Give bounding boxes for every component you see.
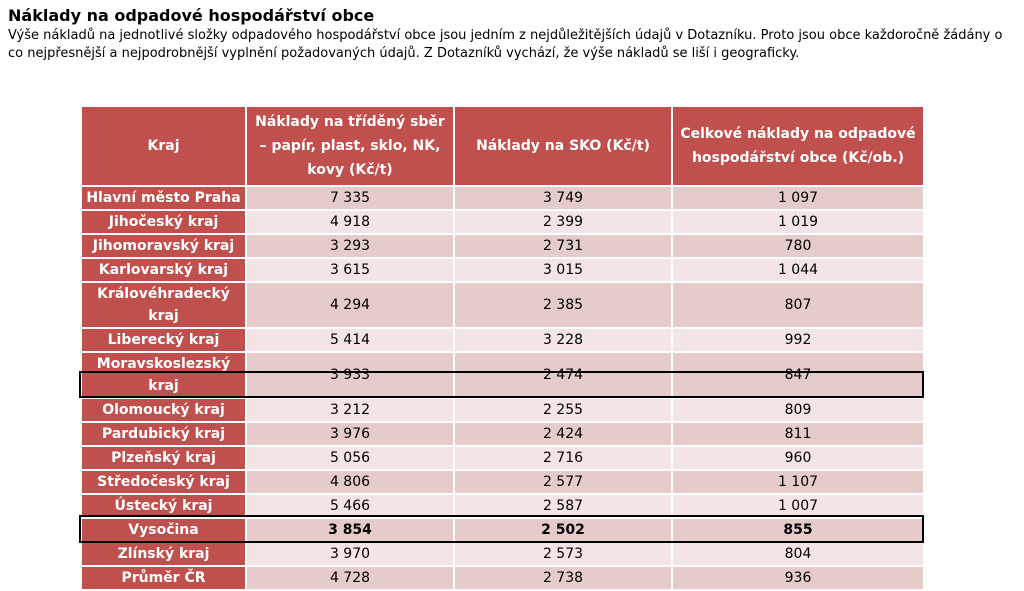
cell-trideny-sber: 5 414 — [247, 329, 453, 351]
cell-trideny-sber: 4 728 — [247, 567, 453, 589]
cell-sko: 2 738 — [455, 567, 671, 589]
cell-sko: 2 577 — [455, 471, 671, 493]
table-row-karlovarsky: Karlovarský kraj 3 615 3 015 1 044 — [82, 259, 923, 281]
cell-trideny-sber: 4 918 — [247, 211, 453, 233]
cell-celkove-naklady: 1 107 — [673, 471, 923, 493]
cell-celkove-naklady: 809 — [673, 399, 923, 421]
row-label: Jihočeský kraj — [82, 211, 245, 233]
cell-sko: 2 731 — [455, 235, 671, 257]
row-label: Moravskoslezský kraj — [82, 353, 245, 397]
table-row-zlinsky: Zlínský kraj 3 970 2 573 804 — [82, 543, 923, 565]
row-label: Karlovarský kraj — [82, 259, 245, 281]
table-row-stredocesky: Středočeský kraj 4 806 2 577 1 107 — [82, 471, 923, 493]
row-label: Královéhradecký kraj — [82, 283, 245, 327]
column-header-kraj: Kraj — [82, 107, 245, 185]
row-label: Pardubický kraj — [82, 423, 245, 445]
cell-trideny-sber: 3 933 — [247, 353, 453, 397]
table-row-plzensky: Plzeňský kraj 5 056 2 716 960 — [82, 447, 923, 469]
cell-trideny-sber: 3 212 — [247, 399, 453, 421]
cell-trideny-sber: 4 294 — [247, 283, 453, 327]
row-label: Plzeňský kraj — [82, 447, 245, 469]
cell-sko: 2 716 — [455, 447, 671, 469]
cell-sko: 3 228 — [455, 329, 671, 351]
cell-celkove-naklady: 1 019 — [673, 211, 923, 233]
cell-sko: 2 385 — [455, 283, 671, 327]
cell-trideny-sber: 7 335 — [247, 187, 453, 209]
cell-trideny-sber: 3 854 — [247, 519, 453, 541]
cell-sko: 2 399 — [455, 211, 671, 233]
cell-sko: 2 424 — [455, 423, 671, 445]
row-label: Zlínský kraj — [82, 543, 245, 565]
costs-table: Kraj Náklady na tříděný sběr – papír, pl… — [80, 105, 925, 591]
intro-paragraph: Výše nákladů na jednotlivé složky odpado… — [8, 28, 1003, 61]
cell-sko: 2 573 — [455, 543, 671, 565]
row-label: Středočeský kraj — [82, 471, 245, 493]
cell-celkove-naklady: 847 — [673, 353, 923, 397]
cell-celkove-naklady: 811 — [673, 423, 923, 445]
cell-sko: 3 015 — [455, 259, 671, 281]
cell-celkove-naklady: 780 — [673, 235, 923, 257]
table-row-prumer-cr: Průměr ČR 4 728 2 738 936 — [82, 567, 923, 589]
cell-celkove-naklady: 1 044 — [673, 259, 923, 281]
cell-trideny-sber: 5 056 — [247, 447, 453, 469]
table-row-kralovehradecky: Královéhradecký kraj 4 294 2 385 807 — [82, 283, 923, 327]
row-label: Olomoucký kraj — [82, 399, 245, 421]
cell-trideny-sber: 3 970 — [247, 543, 453, 565]
table-row-jihomoravsky: Jihomoravský kraj 3 293 2 731 780 — [82, 235, 923, 257]
column-header-trideny-sber: Náklady na tříděný sběr – papír, plast, … — [247, 107, 453, 185]
cell-celkove-naklady: 804 — [673, 543, 923, 565]
table-row-jihocesky: Jihočeský kraj 4 918 2 399 1 019 — [82, 211, 923, 233]
cell-sko: 2 474 — [455, 353, 671, 397]
column-header-celkove-naklady: Celkové náklady na odpadové hospodářství… — [673, 107, 923, 185]
cell-trideny-sber: 3 293 — [247, 235, 453, 257]
table-row-moravskoslezsky: Moravskoslezský kraj 3 933 2 474 847 — [82, 353, 923, 397]
table-row-ustecky: Ústecký kraj 5 466 2 587 1 007 — [82, 495, 923, 517]
cell-trideny-sber: 5 466 — [247, 495, 453, 517]
cell-sko: 2 587 — [455, 495, 671, 517]
row-label: Průměr ČR — [82, 567, 245, 589]
row-label: Vysočina — [82, 519, 245, 541]
cell-celkove-naklady: 807 — [673, 283, 923, 327]
cell-sko: 2 502 — [455, 519, 671, 541]
table-row-olomoucky: Olomoucký kraj 3 212 2 255 809 — [82, 399, 923, 421]
page-title: Náklady na odpadové hospodářství obce — [8, 6, 375, 25]
cell-trideny-sber: 3 615 — [247, 259, 453, 281]
table-row-liberecky: Liberecký kraj 5 414 3 228 992 — [82, 329, 923, 351]
table-row-praha: Hlavní město Praha 7 335 3 749 1 097 — [82, 187, 923, 209]
cell-sko: 2 255 — [455, 399, 671, 421]
cell-trideny-sber: 4 806 — [247, 471, 453, 493]
cell-celkove-naklady: 1 007 — [673, 495, 923, 517]
cell-celkove-naklady: 855 — [673, 519, 923, 541]
table-header-row: Kraj Náklady na tříděný sběr – papír, pl… — [82, 107, 923, 185]
cell-trideny-sber: 3 976 — [247, 423, 453, 445]
table-row-vysocina: Vysočina 3 854 2 502 855 — [82, 519, 923, 541]
column-header-sko: Náklady na SKO (Kč/t) — [455, 107, 671, 185]
row-label: Ústecký kraj — [82, 495, 245, 517]
cell-celkove-naklady: 1 097 — [673, 187, 923, 209]
cell-celkove-naklady: 960 — [673, 447, 923, 469]
row-label: Hlavní město Praha — [82, 187, 245, 209]
row-label: Liberecký kraj — [82, 329, 245, 351]
table-row-pardubicky: Pardubický kraj 3 976 2 424 811 — [82, 423, 923, 445]
row-label: Jihomoravský kraj — [82, 235, 245, 257]
cell-celkove-naklady: 992 — [673, 329, 923, 351]
cell-sko: 3 749 — [455, 187, 671, 209]
cell-celkove-naklady: 936 — [673, 567, 923, 589]
